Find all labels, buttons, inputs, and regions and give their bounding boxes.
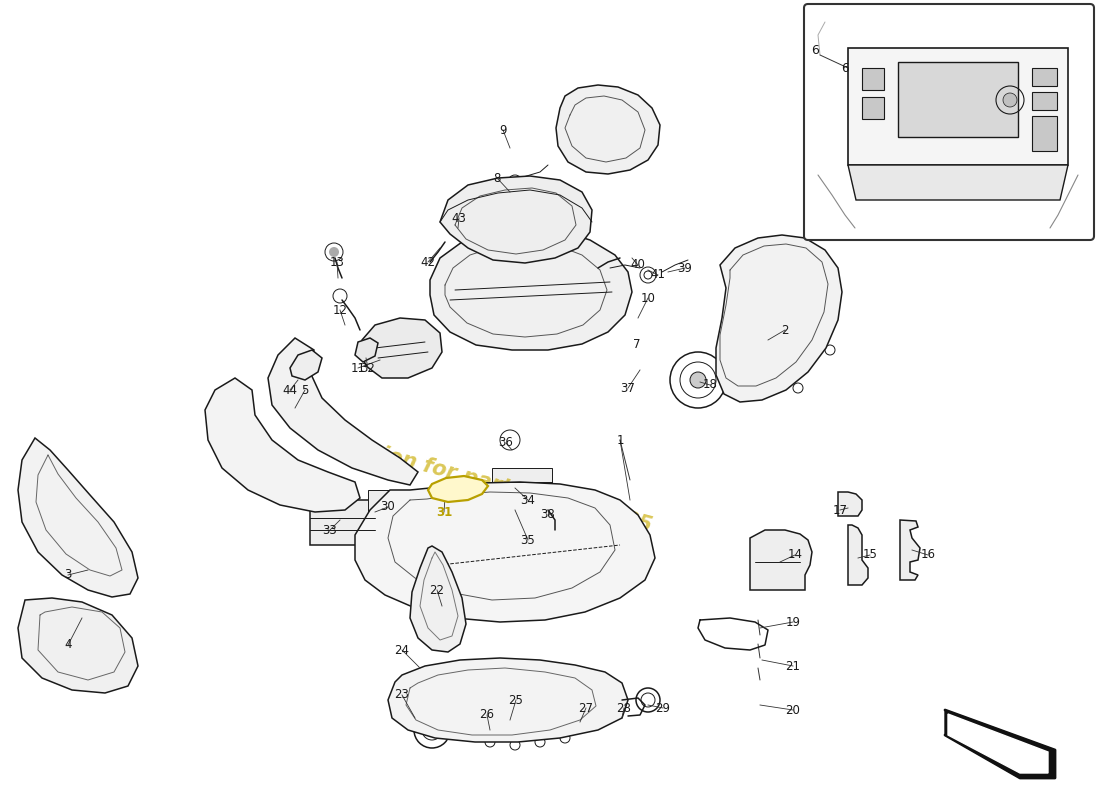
Polygon shape xyxy=(18,438,138,597)
Polygon shape xyxy=(355,482,654,622)
Text: 43: 43 xyxy=(452,211,466,225)
Text: 5: 5 xyxy=(301,383,309,397)
Polygon shape xyxy=(428,476,488,502)
Polygon shape xyxy=(290,350,322,380)
Polygon shape xyxy=(440,176,592,263)
Text: 39: 39 xyxy=(678,262,692,274)
Polygon shape xyxy=(838,492,862,516)
Text: 36: 36 xyxy=(498,437,514,450)
Text: 37: 37 xyxy=(620,382,636,394)
FancyBboxPatch shape xyxy=(804,4,1094,240)
Text: 34: 34 xyxy=(520,494,536,506)
Polygon shape xyxy=(848,525,868,585)
Text: 38: 38 xyxy=(540,509,556,522)
Text: 10: 10 xyxy=(640,291,656,305)
Polygon shape xyxy=(716,235,842,402)
Text: 12: 12 xyxy=(332,303,348,317)
FancyBboxPatch shape xyxy=(1032,92,1057,110)
FancyBboxPatch shape xyxy=(862,97,884,119)
Text: 32: 32 xyxy=(361,362,375,374)
Polygon shape xyxy=(430,228,632,350)
Text: 42: 42 xyxy=(420,255,436,269)
Text: 4: 4 xyxy=(64,638,72,651)
Polygon shape xyxy=(388,658,628,742)
Text: 14: 14 xyxy=(788,549,803,562)
Text: 13: 13 xyxy=(330,255,344,269)
Text: 26: 26 xyxy=(480,709,495,722)
Text: 21: 21 xyxy=(785,659,801,673)
FancyBboxPatch shape xyxy=(492,468,552,506)
Text: 27: 27 xyxy=(579,702,594,714)
Text: 2: 2 xyxy=(781,323,789,337)
Text: 18: 18 xyxy=(703,378,717,391)
FancyBboxPatch shape xyxy=(1032,68,1057,86)
Text: 41: 41 xyxy=(650,269,666,282)
Text: 22: 22 xyxy=(429,583,444,597)
Circle shape xyxy=(1003,93,1018,107)
FancyBboxPatch shape xyxy=(1032,116,1057,151)
Text: 16: 16 xyxy=(921,549,935,562)
Polygon shape xyxy=(945,710,1055,778)
Text: 44: 44 xyxy=(283,383,297,397)
Text: 20: 20 xyxy=(785,703,801,717)
Text: 29: 29 xyxy=(656,702,671,714)
Text: 9: 9 xyxy=(499,123,507,137)
Polygon shape xyxy=(205,378,360,512)
Text: 28: 28 xyxy=(617,702,631,714)
Text: 1: 1 xyxy=(616,434,624,446)
Text: 6: 6 xyxy=(842,62,849,74)
Polygon shape xyxy=(848,48,1068,165)
Circle shape xyxy=(454,211,462,219)
Polygon shape xyxy=(848,165,1068,200)
Text: 30: 30 xyxy=(381,501,395,514)
Text: 40: 40 xyxy=(630,258,646,271)
Polygon shape xyxy=(750,530,812,590)
Polygon shape xyxy=(18,598,138,693)
Text: 3: 3 xyxy=(64,569,72,582)
Text: 19: 19 xyxy=(785,615,801,629)
Text: 17: 17 xyxy=(833,503,847,517)
Text: 25: 25 xyxy=(508,694,524,706)
FancyBboxPatch shape xyxy=(862,68,884,90)
Text: 8: 8 xyxy=(493,171,500,185)
Text: 15: 15 xyxy=(862,549,878,562)
FancyBboxPatch shape xyxy=(898,62,1018,137)
Text: 11: 11 xyxy=(351,362,365,374)
Text: 31: 31 xyxy=(436,506,452,518)
Circle shape xyxy=(690,372,706,388)
Polygon shape xyxy=(556,85,660,174)
Polygon shape xyxy=(410,546,466,652)
FancyBboxPatch shape xyxy=(310,500,375,545)
Text: 23: 23 xyxy=(395,689,409,702)
Text: a passion for parts since 1985: a passion for parts since 1985 xyxy=(306,425,654,535)
Polygon shape xyxy=(360,318,442,378)
Polygon shape xyxy=(355,338,378,362)
Polygon shape xyxy=(948,714,1048,773)
Polygon shape xyxy=(900,520,920,580)
Text: 35: 35 xyxy=(520,534,536,546)
Text: 24: 24 xyxy=(395,643,409,657)
Text: 33: 33 xyxy=(322,523,338,537)
Circle shape xyxy=(329,247,339,257)
Text: 6: 6 xyxy=(811,43,818,57)
Text: 7: 7 xyxy=(634,338,640,351)
Polygon shape xyxy=(268,338,418,485)
FancyBboxPatch shape xyxy=(368,490,418,525)
